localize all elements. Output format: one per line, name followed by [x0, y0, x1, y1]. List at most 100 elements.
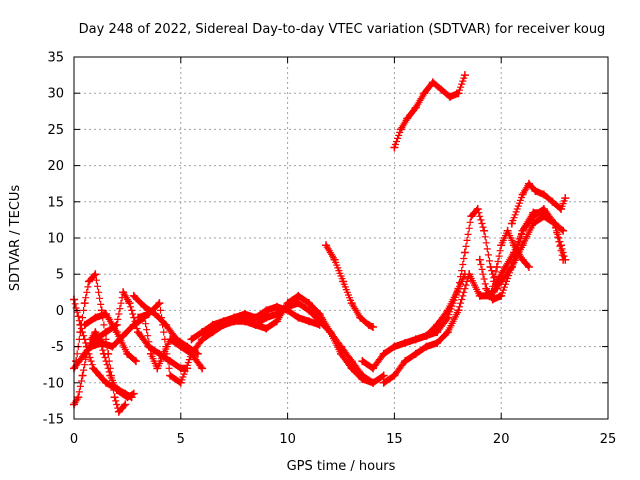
- data-point: [379, 378, 388, 387]
- data-point: [102, 310, 111, 319]
- data-point: [251, 320, 260, 329]
- data-point: [433, 320, 442, 329]
- data-point: [420, 89, 429, 98]
- data-point: [539, 205, 548, 214]
- data-point: [74, 393, 83, 402]
- data-point: [294, 291, 303, 300]
- data-point: [411, 103, 420, 112]
- data-point: [80, 349, 89, 358]
- data-point: [337, 349, 345, 358]
- data-point: [437, 85, 446, 94]
- data-point: [95, 371, 104, 380]
- data-point: [155, 299, 164, 308]
- series-arc-20: [507, 179, 570, 228]
- data-point: [84, 277, 93, 286]
- x-tick-label: 10: [279, 432, 296, 447]
- data-point: [76, 328, 85, 337]
- data-point: [87, 342, 96, 351]
- data-point: [550, 219, 559, 228]
- series-arc-19: [486, 226, 533, 300]
- data-point: [401, 338, 410, 347]
- data-point: [198, 328, 207, 337]
- data-point: [390, 143, 399, 152]
- x-tick-label: 0: [70, 432, 78, 447]
- data-point: [358, 375, 367, 384]
- x-axis-label: GPS time / hours: [287, 459, 396, 474]
- data-point: [176, 378, 185, 387]
- series-arc-21: [492, 205, 570, 286]
- data-point: [561, 255, 570, 264]
- data-point: [401, 357, 410, 366]
- data-point: [369, 364, 378, 373]
- data-point: [475, 255, 484, 264]
- data-point: [131, 357, 140, 366]
- data-point: [548, 197, 557, 206]
- data-point: [529, 212, 538, 221]
- data-point: [465, 270, 474, 279]
- y-tick-label: 25: [47, 123, 64, 138]
- data-point: [390, 342, 399, 351]
- data-point: [518, 255, 527, 264]
- series-arc-14: [379, 270, 474, 387]
- data-point: [369, 378, 378, 387]
- data-point: [507, 219, 516, 228]
- data-point: [559, 226, 568, 235]
- data-point: [119, 331, 128, 340]
- y-tick-label: -15: [43, 413, 64, 428]
- data-point: [304, 306, 313, 315]
- data-point: [422, 342, 431, 351]
- series-marker-trail: [322, 241, 376, 330]
- data-point: [304, 317, 313, 326]
- data-point: [433, 328, 442, 337]
- y-tick-label: 10: [47, 232, 64, 247]
- data-point: [144, 310, 153, 319]
- series-arc-16: [411, 205, 501, 344]
- data-point: [445, 92, 454, 101]
- data-point: [524, 262, 533, 271]
- data-point: [123, 349, 132, 358]
- data-point: [294, 313, 303, 322]
- data-point: [219, 320, 228, 329]
- data-point: [497, 291, 506, 300]
- data-point: [262, 306, 271, 315]
- data-point: [497, 241, 506, 250]
- data-point: [125, 299, 134, 308]
- data-point: [403, 114, 412, 123]
- data-point: [379, 371, 388, 380]
- data-point: [153, 364, 162, 373]
- data-point: [294, 299, 303, 308]
- data-point: [492, 277, 501, 286]
- data-point: [396, 125, 405, 134]
- data-point: [531, 186, 540, 195]
- data-point: [129, 291, 138, 300]
- data-series-layer: [70, 71, 570, 416]
- data-point: [110, 393, 119, 402]
- data-point: [140, 302, 149, 311]
- data-point: [283, 299, 292, 308]
- data-point: [330, 255, 339, 264]
- data-point: [304, 299, 313, 308]
- data-point: [356, 313, 365, 322]
- data-point: [379, 349, 388, 358]
- data-point: [102, 328, 111, 337]
- data-point: [272, 317, 281, 326]
- data-point: [315, 320, 324, 329]
- data-point: [91, 313, 100, 322]
- data-point: [411, 335, 420, 344]
- data-point: [524, 179, 533, 188]
- series-arc-11: [219, 302, 324, 329]
- data-point: [454, 284, 463, 293]
- data-point: [97, 338, 106, 347]
- data-point: [443, 328, 452, 337]
- axes: 0 5 10 15 20 25 -15 -10 -5 0 5 10 15 20 25 30 35: [43, 51, 617, 448]
- data-point: [557, 205, 566, 214]
- data-point: [187, 335, 196, 344]
- data-point: [539, 190, 548, 199]
- grid: [74, 57, 608, 419]
- data-point: [272, 302, 281, 311]
- data-point: [411, 349, 420, 358]
- data-point: [262, 313, 271, 322]
- x-tick-label: 20: [493, 432, 510, 447]
- data-point: [78, 371, 87, 380]
- data-point: [480, 226, 489, 235]
